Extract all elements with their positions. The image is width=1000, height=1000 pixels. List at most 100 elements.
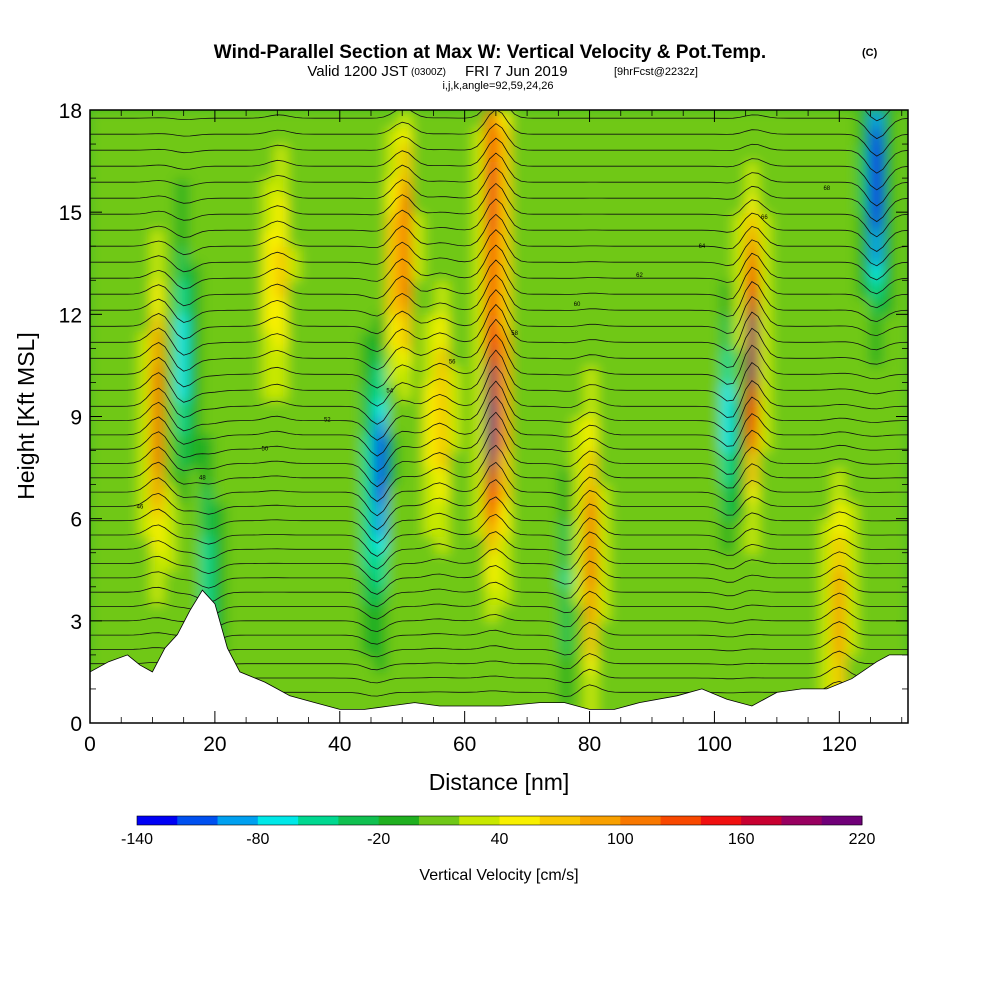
velocity-cell [671, 177, 686, 197]
velocity-cell [188, 262, 203, 282]
velocity-cell [200, 177, 215, 197]
velocity-cell [90, 262, 104, 282]
theta-contour-line [90, 110, 908, 157]
velocity-cell [374, 415, 389, 435]
velocity-cell [535, 483, 550, 503]
velocity-cell [510, 466, 525, 486]
velocity-cell [770, 194, 786, 214]
velocity-cell [609, 670, 624, 690]
velocity-cell [101, 449, 116, 469]
velocity-cell [175, 534, 191, 554]
velocity-cell [336, 177, 352, 197]
velocity-cell [646, 143, 662, 163]
velocity-cell [597, 211, 612, 231]
velocity-cell [535, 143, 550, 163]
velocity-cell [634, 483, 649, 503]
velocity-cell [374, 500, 389, 520]
velocity-cell [312, 313, 327, 333]
velocity-cell [845, 585, 860, 605]
velocity-cell [758, 517, 773, 537]
velocity-cell [572, 211, 587, 231]
velocity-cell [783, 415, 798, 435]
velocity-cell [845, 602, 860, 622]
velocity-cell [845, 279, 860, 299]
subtitle-date: FRI 7 Jun 2019 [465, 63, 568, 80]
velocity-cell [473, 160, 488, 180]
velocity-cell [336, 500, 352, 520]
velocity-cell [212, 279, 228, 299]
velocity-cell [386, 653, 401, 673]
velocity-cell [126, 330, 141, 350]
velocity-cell [646, 245, 662, 265]
velocity-cell [609, 194, 624, 214]
velocity-cell [225, 245, 240, 265]
velocity-cell [745, 364, 761, 384]
velocity-cell [671, 585, 686, 605]
velocity-cell [522, 126, 538, 146]
velocity-cell [250, 143, 265, 163]
velocity-cell [498, 500, 513, 520]
velocity-cell [312, 228, 327, 248]
velocity-cell [126, 126, 141, 146]
theta-contour-line [90, 496, 908, 544]
velocity-cell [436, 160, 451, 180]
velocity-cell [138, 636, 153, 656]
velocity-cell [559, 585, 575, 605]
velocity-cell [349, 262, 364, 282]
velocity-cell [398, 398, 414, 418]
velocity-cell [646, 500, 662, 520]
velocity-cell [770, 534, 786, 554]
velocity-cell [324, 126, 339, 146]
velocity-cell [646, 585, 662, 605]
velocity-cell [386, 381, 401, 401]
velocity-cell [485, 143, 500, 163]
velocity-cell [324, 177, 339, 197]
velocity-cell [361, 466, 377, 486]
velocity-cell [225, 194, 240, 214]
velocity-cell [287, 534, 302, 554]
velocity-cell [113, 449, 129, 469]
velocity-cell [126, 381, 141, 401]
velocity-cell [336, 415, 352, 435]
velocity-cell [609, 245, 624, 265]
velocity-cell [200, 432, 215, 452]
velocity-cell [783, 296, 798, 316]
velocity-cell [721, 381, 736, 401]
velocity-cell [274, 296, 290, 316]
velocity-cell [659, 500, 674, 520]
velocity-cell [423, 534, 439, 554]
velocity-cell [423, 670, 439, 690]
velocity-cell [869, 398, 885, 418]
velocity-cell [498, 347, 513, 367]
velocity-cell [510, 245, 525, 265]
theta-contour-label: 62 [636, 273, 643, 279]
velocity-cell [708, 211, 724, 231]
velocity-cell [386, 330, 401, 350]
velocity-cell [175, 381, 191, 401]
velocity-cell [262, 296, 277, 316]
velocity-cell [212, 228, 228, 248]
velocity-cell [460, 381, 476, 401]
velocity-cell [584, 160, 600, 180]
velocity-cell [535, 500, 550, 520]
velocity-cell [708, 636, 724, 656]
velocity-cell [609, 126, 624, 146]
velocity-cell [547, 534, 562, 554]
velocity-cell [361, 143, 377, 163]
velocity-cell [448, 364, 463, 384]
velocity-cell [547, 466, 562, 486]
velocity-cell [262, 110, 277, 129]
velocity-cell [448, 551, 463, 571]
velocity-cell [386, 296, 401, 316]
velocity-cell [299, 517, 315, 537]
velocity-cell [473, 670, 488, 690]
velocity-cell [634, 415, 649, 435]
velocity-cell [361, 313, 377, 333]
subtitle-utc: (0300Z) [411, 67, 446, 78]
velocity-cell [312, 636, 327, 656]
velocity-cell [869, 466, 885, 486]
velocity-cell [225, 211, 240, 231]
velocity-cell [857, 364, 872, 384]
velocity-cell [820, 398, 835, 418]
velocity-cell [795, 449, 810, 469]
